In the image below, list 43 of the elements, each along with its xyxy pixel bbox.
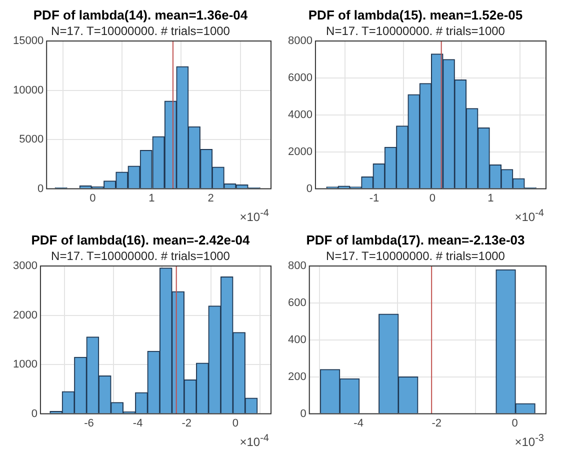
x-tick-label: -6 (84, 417, 94, 430)
chart-subtitle: N=17. T=10000000. # trials=1000 (326, 24, 506, 38)
x-tick-label: 2 (208, 192, 214, 204)
y-tick-label: 1000 (12, 358, 38, 371)
x-tick-label: 0 (429, 192, 436, 204)
chart-subtitle: N=17. T=10000000. # trials=1000 (326, 249, 506, 264)
y-tick-label: 0 (31, 408, 38, 420)
x-axis-title: ×10$^{-4}$ (238, 433, 270, 451)
x-tick-label: -4 (132, 417, 143, 430)
x-axis-title: ×10$^{-3}$ (514, 433, 545, 451)
x-tick-label: -1 (369, 192, 380, 204)
y-tick-label: 400 (288, 334, 306, 346)
x-tick-label: 0 (512, 417, 518, 430)
y-tick-label: 600 (288, 296, 306, 309)
y-tick-label: 200 (288, 370, 306, 383)
y-tick-label: 10000 (12, 84, 44, 96)
x-tick-label: 0 (232, 417, 238, 430)
x-tick-label: -2 (432, 417, 442, 430)
chart-title: PDF of lambda(15). mean=1.52e-05 (308, 7, 523, 22)
x-tick-label: -4 (354, 417, 364, 430)
x-axis-title: ×10$^{-4}$ (514, 208, 545, 226)
y-tick-label: 0 (306, 182, 312, 195)
chart-title: PDF of lambda(16). mean=-2.42e-04 (31, 232, 251, 248)
y-tick-label: 8000 (288, 35, 312, 48)
y-tick-label: 5000 (19, 134, 44, 146)
y-tick-label: 15000 (12, 35, 44, 48)
y-tick-label: 0 (300, 408, 306, 420)
chart-title: PDF of lambda(17). mean=-2.13e-03 (306, 232, 525, 248)
y-tick-label: 800 (288, 260, 306, 272)
x-axis-title: ×10$^{-4}$ (238, 208, 270, 226)
y-tick-label: 4000 (288, 108, 312, 121)
x-tick-label: 1 (148, 192, 155, 204)
x-tick-label: 1 (488, 192, 494, 204)
y-tick-label: 2000 (12, 309, 38, 322)
y-tick-label: 2000 (288, 146, 312, 158)
chart-title: PDF of lambda(14). mean=1.36e-04 (33, 7, 248, 22)
y-tick-label: 6000 (288, 72, 312, 84)
chart-subtitle: N=17. T=10000000. # trials=1000 (51, 249, 230, 264)
x-tick-label: -2 (182, 417, 192, 430)
y-tick-label: 3000 (12, 260, 38, 272)
y-tick-label: 0 (37, 182, 44, 195)
x-tick-label: 0 (90, 192, 96, 204)
chart-subtitle: N=17. T=10000000. # trials=1000 (51, 24, 230, 38)
